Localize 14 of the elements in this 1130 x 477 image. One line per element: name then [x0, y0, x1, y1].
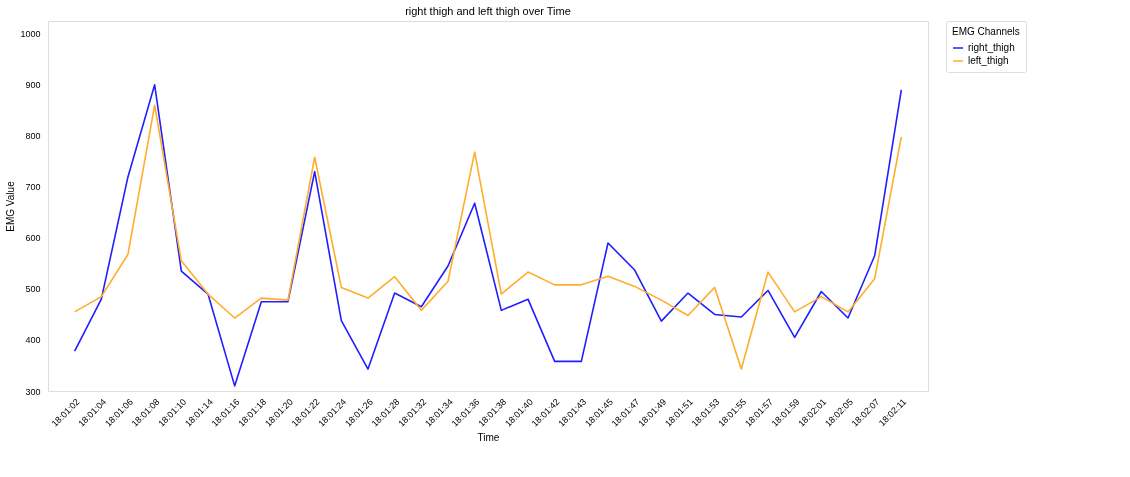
chart-title: right thigh and left thigh over Time [405, 4, 571, 17]
y-tick-label: 700 [25, 182, 41, 193]
y-tick-label: 800 [25, 131, 41, 142]
y-tick-label: 400 [25, 335, 41, 346]
x-axis-title: Time [477, 431, 500, 443]
y-tick-label: 300 [25, 386, 41, 397]
y-axis-title: EMG Value [5, 180, 17, 232]
legend-title: EMG Channels [952, 26, 1020, 37]
legend-label: left_thigh [968, 55, 1009, 66]
y-tick-label: 500 [25, 284, 41, 295]
y-tick-label: 1000 [20, 29, 41, 40]
y-tick-label: 900 [25, 80, 41, 91]
legend-label: right_thigh [968, 42, 1015, 53]
y-tick-label: 600 [25, 233, 41, 244]
